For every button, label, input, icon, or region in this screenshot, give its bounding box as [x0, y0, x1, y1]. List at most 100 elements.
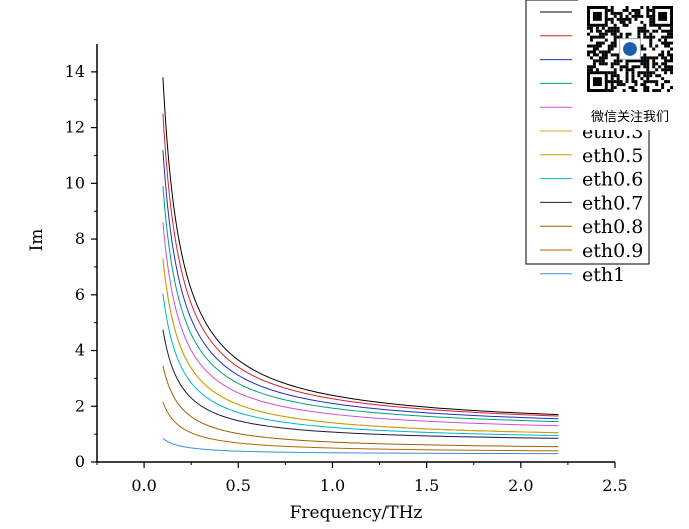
qr-module: [610, 26, 614, 30]
qr-module: [643, 74, 647, 78]
qr-module: [592, 62, 596, 66]
qr-module: [667, 32, 671, 36]
qr-module: [592, 44, 596, 48]
qr-module: [643, 23, 647, 27]
series-line-eth0-9: [162, 401, 559, 452]
qr-module: [643, 53, 647, 57]
qr-module: [613, 53, 617, 57]
qr-module: [613, 74, 617, 78]
qr-finder-core: [592, 77, 602, 87]
y-tick-label: 12: [65, 118, 85, 137]
legend-label: eth0.8: [582, 216, 643, 238]
qr-module: [610, 41, 614, 45]
qr-module: [643, 86, 647, 90]
qr-module: [664, 56, 668, 60]
qr-module: [613, 71, 617, 75]
qr-module: [646, 86, 650, 90]
qr-module: [649, 38, 653, 42]
qr-module: [616, 29, 620, 33]
qr-module: [613, 41, 617, 45]
qr-module: [643, 89, 647, 92]
qr-module: [595, 53, 599, 57]
qr-module: [667, 35, 671, 39]
qr-module: [661, 86, 665, 90]
qr-module: [610, 11, 614, 15]
qr-module: [616, 62, 620, 66]
qr-module: [619, 68, 623, 72]
qr-module: [643, 62, 647, 66]
qr-module: [610, 62, 614, 66]
qr-module: [587, 53, 590, 57]
qr-module: [652, 89, 656, 92]
qr-module: [595, 26, 599, 30]
qr-module: [598, 62, 602, 66]
qr-module: [595, 68, 599, 72]
qr-module: [625, 6, 629, 9]
qr-module: [670, 65, 673, 69]
qr-module: [661, 50, 665, 54]
qr-module: [604, 32, 608, 36]
qr-module: [652, 80, 656, 84]
qr-module: [646, 77, 650, 81]
qr-module: [610, 83, 614, 87]
qr-module: [637, 8, 641, 12]
qr-module: [601, 35, 605, 39]
qr-module: [616, 83, 620, 87]
qr-module: [619, 14, 623, 18]
qr-module: [637, 14, 641, 18]
qr-module: [598, 32, 602, 36]
qr-module: [610, 20, 614, 24]
qr-module: [619, 11, 623, 15]
qr-module: [646, 65, 650, 69]
qr-module: [634, 14, 638, 18]
qr-module: [631, 77, 635, 81]
qr-module: [601, 53, 605, 57]
qr-module: [640, 20, 644, 24]
qr-module: [631, 59, 635, 63]
qr-module: [631, 68, 635, 72]
qr-module: [670, 32, 673, 36]
qr-module: [667, 89, 671, 92]
qr-module: [587, 26, 590, 30]
qr-module: [628, 68, 632, 72]
qr-module: [625, 65, 629, 69]
qr-module: [640, 6, 644, 9]
x-tick-label: 2.5: [602, 476, 627, 495]
qr-module: [661, 68, 665, 72]
qr-module: [589, 26, 593, 30]
qr-module: [610, 44, 614, 48]
qr-module: [643, 35, 647, 39]
qr-module: [625, 17, 629, 21]
qr-module: [634, 89, 638, 92]
qr-module: [616, 35, 620, 39]
qr-module: [670, 71, 673, 75]
series-line-unlabeled-1: [162, 77, 559, 416]
qr-module: [589, 50, 593, 54]
qr-module: [652, 47, 656, 51]
qr-module: [661, 35, 665, 39]
qr-module: [607, 29, 611, 33]
qr-module: [628, 59, 632, 63]
qr-module: [643, 32, 647, 36]
qr-module: [637, 65, 641, 69]
qr-module: [652, 71, 656, 75]
qr-module: [646, 89, 650, 92]
qr-module: [628, 32, 632, 36]
qr-module: [601, 56, 605, 60]
qr-module: [640, 29, 644, 33]
qr-module: [634, 8, 638, 12]
qr-module: [664, 65, 668, 69]
series-line-eth0-7: [162, 329, 559, 439]
qr-module: [622, 89, 626, 92]
qr-module: [661, 62, 665, 66]
qr-module: [616, 56, 620, 60]
qr-module: [649, 80, 653, 84]
qr-module: [634, 83, 638, 87]
legend-label: eth0.5: [582, 145, 643, 167]
qr-module: [655, 68, 659, 72]
qr-module: [598, 35, 602, 39]
qr-module: [664, 38, 668, 42]
qr-module: [595, 59, 599, 63]
qr-module: [625, 80, 629, 84]
qr-finder-core: [592, 11, 602, 21]
